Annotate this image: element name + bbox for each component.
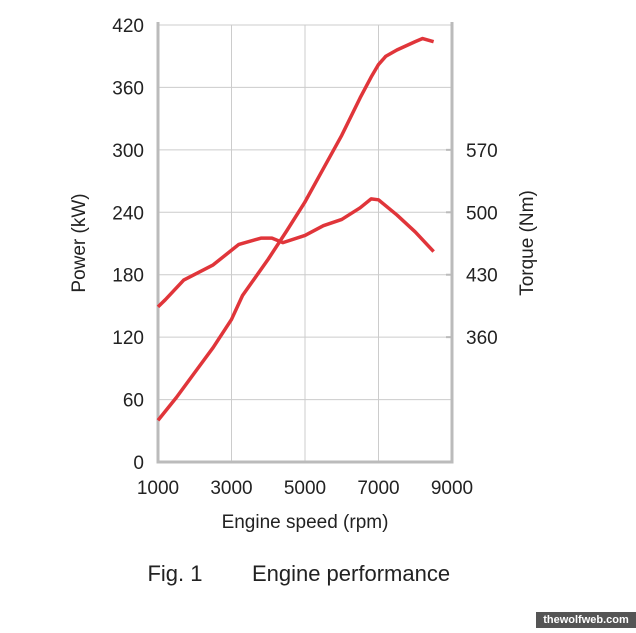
y-tick-label: 120 [112,328,144,349]
y-tick-label: 0 [133,453,144,474]
y2-tick-label: 500 [466,203,498,224]
x-axis-label: Engine speed (rpm) [222,512,389,533]
plot-frame [156,22,454,464]
series-line [156,36,435,422]
x-tick-label: 9000 [431,478,473,499]
y-tick-label: 360 [112,78,144,99]
y-tick-label: 180 [112,266,144,287]
watermark-bg [536,612,636,628]
y-tick-label: 300 [112,141,144,162]
watermark: thewolfweb.com [543,614,629,626]
series-line [156,197,435,309]
y-tick-label: 60 [123,391,144,412]
y2-tick-label: 570 [466,141,498,162]
x-tick-label: 7000 [357,478,399,499]
x-tick-label: 1000 [137,478,179,499]
y2-tick-label: 430 [466,266,498,287]
y-axis-label: Power (kW) [69,193,90,292]
y-tick-label: 420 [112,16,144,37]
y2-axis-label: Torque (Nm) [517,190,538,296]
caption-label: Fig. 1 [147,561,202,586]
y2-tick-label: 360 [466,328,498,349]
x-tick-label: 5000 [284,478,326,499]
x-tick-label: 3000 [210,478,252,499]
caption: Engine performance [252,561,450,586]
y-tick-label: 240 [112,203,144,224]
